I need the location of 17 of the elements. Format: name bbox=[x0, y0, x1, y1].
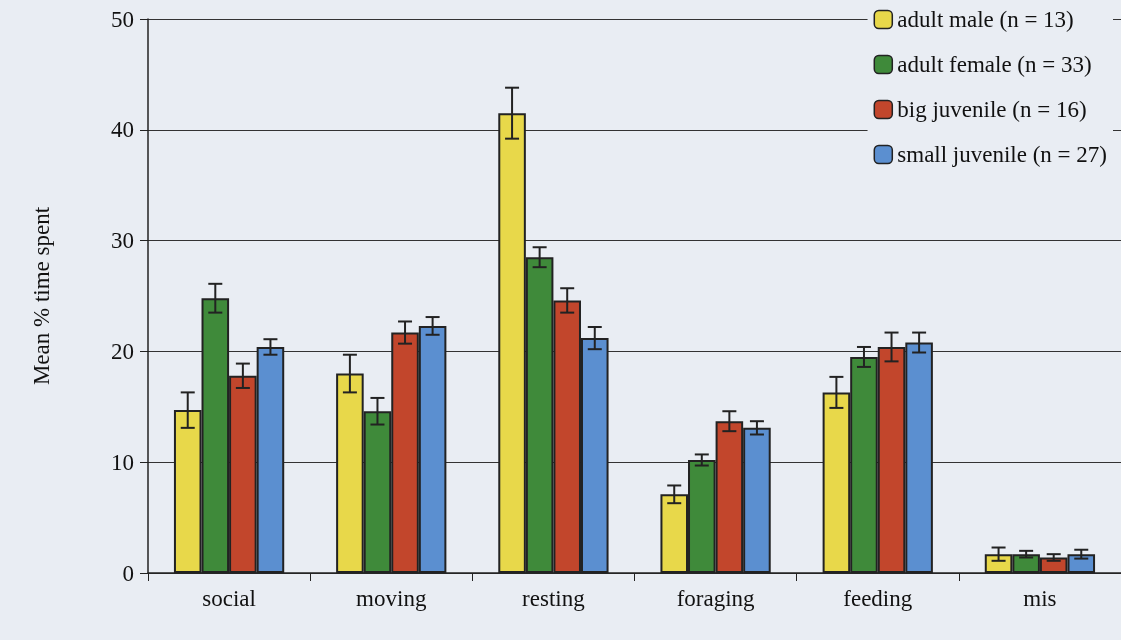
x-tick-label: foraging bbox=[676, 586, 756, 611]
y-axis-title: Mean % time spent bbox=[29, 206, 54, 386]
x-tick-label: mis bbox=[1023, 586, 1057, 611]
y-tick-label: 0 bbox=[122, 560, 134, 586]
x-tick-label: social bbox=[202, 586, 256, 611]
y-tick-label: 20 bbox=[111, 338, 134, 364]
x-tick-label: resting bbox=[522, 586, 586, 611]
y-tick-label: 40 bbox=[111, 117, 134, 143]
legend-label: adult male (n = 13) bbox=[897, 7, 1074, 32]
legend-label: big juvenile (n = 16) bbox=[897, 97, 1087, 122]
x-tick-label: moving bbox=[356, 586, 427, 611]
legend-label: adult female (n = 33) bbox=[897, 52, 1092, 77]
legend-label: small juvenile (n = 27) bbox=[897, 142, 1108, 167]
y-tick-label: 30 bbox=[111, 228, 134, 254]
y-tick-label: 10 bbox=[111, 449, 134, 475]
y-tick-label: 50 bbox=[111, 6, 134, 32]
x-tick-label: feeding bbox=[843, 586, 913, 611]
